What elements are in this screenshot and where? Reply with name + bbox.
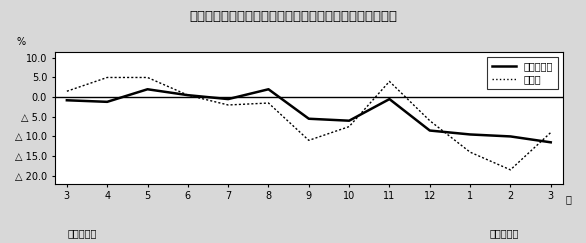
調査産業計 <box>466 133 473 136</box>
調査産業計 <box>265 88 272 91</box>
調査産業計 <box>144 88 151 91</box>
調査産業計 <box>224 98 231 101</box>
Text: 平成１９年: 平成１９年 <box>67 228 97 238</box>
調査産業計 <box>346 119 353 122</box>
調査産業計 <box>507 135 514 138</box>
Legend: 調査産業計, 製造業: 調査産業計, 製造業 <box>487 57 558 89</box>
製造業 <box>547 131 554 134</box>
調査産業計 <box>547 141 554 144</box>
調査産業計 <box>185 94 192 97</box>
製造業 <box>466 151 473 154</box>
製造業 <box>63 90 70 93</box>
製造業 <box>144 76 151 79</box>
製造業 <box>224 104 231 106</box>
Text: %: % <box>16 37 26 47</box>
製造業 <box>185 94 192 97</box>
調査産業計 <box>305 117 312 120</box>
製造業 <box>426 119 433 122</box>
Line: 製造業: 製造業 <box>67 78 551 170</box>
製造業 <box>507 168 514 171</box>
製造業 <box>386 80 393 83</box>
調査産業計 <box>63 99 70 102</box>
調査産業計 <box>104 100 111 103</box>
Text: 月: 月 <box>565 194 571 204</box>
調査産業計 <box>386 98 393 101</box>
製造業 <box>104 76 111 79</box>
製造業 <box>305 139 312 142</box>
Line: 調査産業計: 調査産業計 <box>67 89 551 142</box>
Text: 平成２０年: 平成２０年 <box>489 228 519 238</box>
調査産業計 <box>426 129 433 132</box>
Text: 第２図　所定外労働時間対前年比の推移（規模５人以上）: 第２図 所定外労働時間対前年比の推移（規模５人以上） <box>189 10 397 23</box>
製造業 <box>346 125 353 128</box>
製造業 <box>265 102 272 104</box>
